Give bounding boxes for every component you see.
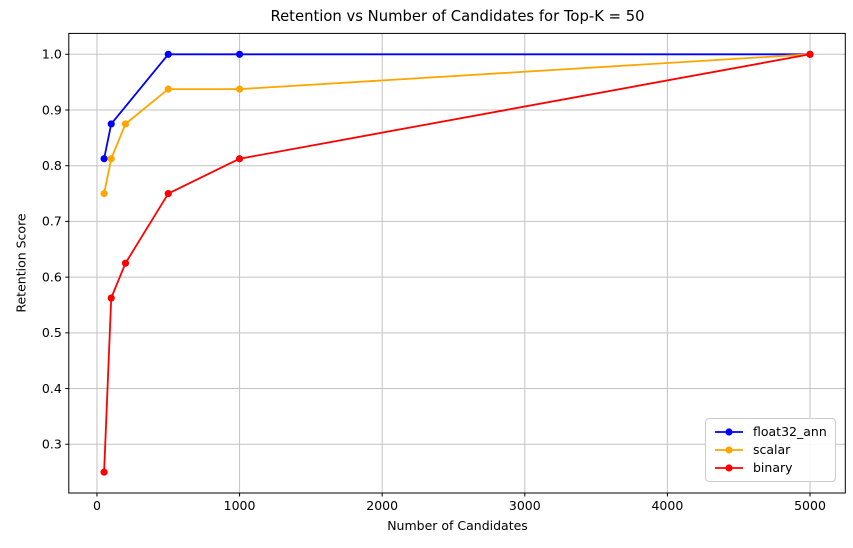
x-tick-label: 2000 (366, 498, 398, 513)
legend-item-scalar: scalar (713, 441, 828, 457)
series-marker-binary (235, 155, 244, 163)
legend-item-binary: binary (713, 459, 828, 475)
series-line-scalar (103, 53, 811, 195)
legend-label: float32_ann (753, 423, 827, 439)
x-tick-label: 3000 (509, 498, 541, 513)
plot-border (68, 32, 846, 494)
x-tick-label: 1000 (224, 498, 256, 513)
series-marker-scalar (164, 85, 172, 93)
series-line-binary (103, 53, 811, 474)
legend-sample-line-marker (715, 446, 743, 454)
series-marker-scalar (100, 189, 108, 198)
y-axis-label: Retention Score (13, 213, 29, 313)
legend-label: scalar (753, 441, 791, 457)
series-marker-binary (107, 294, 115, 302)
series-marker-float32_ann (164, 50, 172, 58)
series-marker-float32_ann (235, 50, 244, 58)
y-tick-label: 0.8 (42, 158, 62, 173)
series-marker-float32_ann (100, 155, 108, 163)
series-line-float32_ann (103, 53, 811, 160)
y-tick-label: 0.6 (42, 269, 62, 284)
legend-sample-line-marker (715, 428, 743, 436)
series-marker-scalar (235, 85, 244, 93)
x-tick-label: 5000 (794, 498, 826, 513)
y-tick-label: 0.5 (42, 325, 62, 340)
series-marker-binary (806, 50, 814, 58)
y-tick-label: 1.0 (42, 47, 62, 62)
series-marker-scalar (121, 120, 130, 128)
y-tick-label: 0.4 (42, 381, 62, 396)
x-tick-label: 4000 (651, 498, 683, 513)
legend: float32_ann scalar binary (705, 418, 836, 482)
series-marker-float32_ann (107, 120, 115, 128)
x-axis-label: Number of Candidates (387, 518, 528, 533)
legend-sample-line-marker (715, 464, 743, 472)
series-marker-scalar (107, 155, 115, 163)
y-tick-label: 0.9 (42, 102, 62, 117)
series-marker-binary (121, 259, 130, 267)
chart-title: Retention vs Number of Candidates for To… (270, 8, 645, 25)
legend-label: binary (753, 459, 793, 475)
legend-item-float32_ann: float32_ann (713, 423, 828, 439)
y-tick-label: 0.7 (42, 214, 62, 229)
series-marker-binary (164, 189, 172, 198)
x-tick-label: 0 (93, 498, 101, 513)
series-marker-binary (100, 468, 108, 476)
y-tick-label: 0.3 (42, 437, 62, 452)
